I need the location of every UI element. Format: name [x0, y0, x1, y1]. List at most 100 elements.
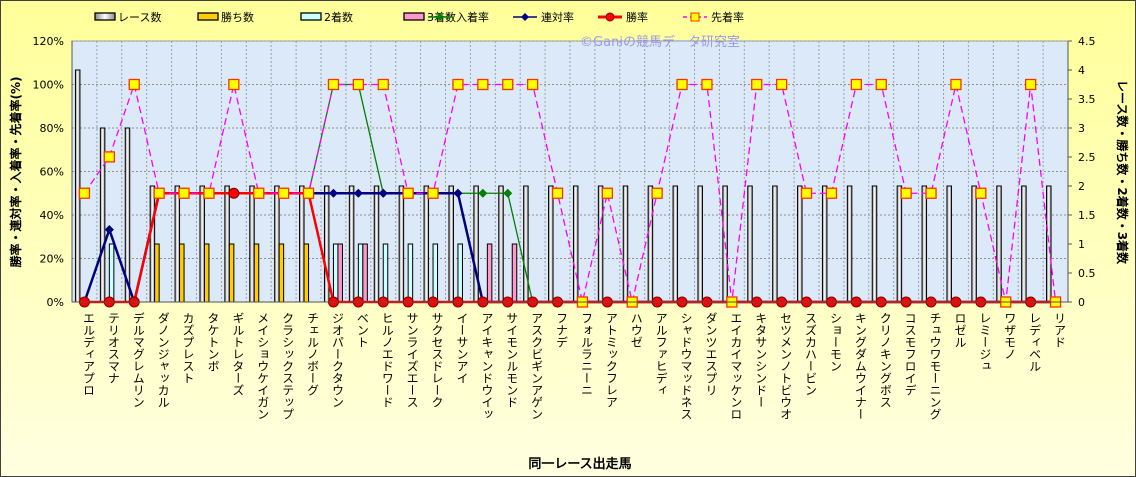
x-tick-label: アルファヒディ — [654, 312, 668, 396]
legend-label: レース数 — [118, 11, 161, 24]
x-tick-label: カズプレスト — [181, 312, 195, 384]
x-tick-label: レミージュ — [978, 312, 992, 372]
bar-race-count — [174, 185, 181, 303]
x-tick-label: ハウゼ — [629, 312, 643, 348]
marker-square — [377, 78, 389, 91]
bar-race-count — [523, 185, 529, 303]
marker-square — [950, 78, 962, 91]
x-tick-label: クリノキングボス — [878, 312, 892, 408]
marker-square — [701, 78, 713, 91]
x-tick-label: アトミックフレア — [604, 312, 618, 408]
legend-label: 2着数 — [324, 10, 353, 24]
bar-race-count — [846, 185, 853, 303]
bar-race-count — [199, 185, 205, 303]
bar-race-count — [597, 185, 604, 303]
bar-second — [357, 243, 364, 303]
bar-race-count — [348, 185, 355, 303]
x-tick-label: サクセスドレーク — [430, 312, 444, 408]
y-tick-left: 100% — [33, 79, 64, 92]
x-tick-label: キングダムウイナー — [853, 312, 867, 420]
legend-swatch-bar — [94, 12, 116, 21]
x-tick-label: キタサンシンドー — [754, 312, 768, 408]
bar-wins — [303, 243, 310, 303]
marker-square — [850, 78, 862, 91]
bar-second — [332, 243, 339, 303]
x-tick-label: タケトンボ — [206, 312, 220, 372]
x-tick-label: ロゼル — [953, 312, 967, 348]
marker-square — [1025, 78, 1037, 91]
marker-square — [78, 187, 91, 199]
legend-marker-square — [690, 12, 700, 22]
line-series-beat-rate — [83, 82, 1057, 303]
bar-race-count — [946, 185, 952, 303]
bar-wins — [228, 243, 235, 303]
bar-race-count — [747, 185, 753, 303]
bar-third — [486, 243, 493, 303]
marker-square — [825, 187, 838, 199]
y-tick-right: 4.5 — [1078, 35, 1096, 48]
x-axis-label: 同一レース出走馬 — [528, 456, 631, 472]
y-tick-right: 1.5 — [1078, 209, 1096, 222]
bar-race-count — [249, 185, 255, 303]
marker-square — [253, 187, 265, 199]
marker-square — [203, 187, 215, 199]
y-tick-right: 4 — [1078, 64, 1085, 77]
marker-diamond — [503, 188, 513, 198]
y-tick-left: 60% — [40, 166, 64, 179]
marker-diamond — [478, 188, 488, 198]
y-tick-left: 20% — [40, 253, 64, 266]
legend-swatch-bar — [403, 12, 425, 21]
x-tick-label: ダンツエスプリ — [704, 312, 718, 396]
x-tick-label: サンライズエース — [405, 312, 419, 408]
bar-wins — [179, 243, 185, 303]
marker-diamond — [453, 188, 463, 198]
bar-race-count — [697, 185, 703, 303]
bar-race-count — [448, 185, 454, 303]
bar-race-count — [149, 185, 156, 303]
x-tick-label: サイモンルモンド — [505, 312, 519, 408]
marker-square — [527, 78, 539, 91]
x-tick-label: レディベル — [1028, 312, 1042, 372]
marker-square — [327, 78, 340, 91]
bar-race-count — [1021, 185, 1027, 303]
x-tick-label: デルマグレムリン — [131, 312, 145, 408]
x-tick-label: エルディアプロ — [81, 312, 95, 396]
x-tick-label: ギルトレターズ — [231, 312, 245, 396]
marker-square — [601, 187, 613, 199]
marker-square — [178, 187, 190, 199]
legend-marker-circle — [605, 12, 615, 22]
marker-square — [352, 78, 365, 91]
x-tick-label: ダノンジャッカル — [156, 312, 170, 408]
marker-diamond — [328, 188, 338, 198]
marker-square — [975, 187, 987, 199]
bar-second — [108, 243, 115, 303]
marker-square — [925, 187, 937, 199]
y-tick-left: 80% — [40, 122, 64, 135]
y-tick-left: 0% — [47, 296, 64, 309]
x-tick-label: ベント — [355, 312, 369, 348]
marker-square — [651, 187, 663, 199]
marker-square — [427, 187, 439, 199]
marker-square — [477, 78, 489, 91]
bar-race-count — [772, 185, 778, 303]
marker-square — [676, 78, 688, 91]
bar-wins — [253, 243, 260, 303]
y-tick-right: 1 — [1078, 238, 1085, 251]
x-tick-label: リアド — [1053, 312, 1067, 348]
bar-race-count — [1046, 185, 1052, 303]
marker-square — [277, 187, 290, 199]
bar-race-count — [821, 185, 828, 303]
y-axis-right-label: レース数・勝ち数・2着数・3着数 — [1115, 80, 1130, 265]
bar-race-count — [423, 185, 430, 303]
bar-race-count — [224, 185, 230, 303]
legend-label: 勝ち数 — [221, 10, 254, 24]
legend-label: 先着率 — [711, 10, 744, 24]
marker-square — [900, 187, 912, 199]
x-tick-label: エイカイマッケンロ — [729, 312, 743, 420]
bar-race-count — [548, 185, 554, 303]
x-tick-label: コスモフロイデ — [903, 312, 917, 396]
bar-third — [362, 243, 368, 303]
marker-square — [103, 151, 115, 163]
bar-second — [457, 243, 463, 303]
